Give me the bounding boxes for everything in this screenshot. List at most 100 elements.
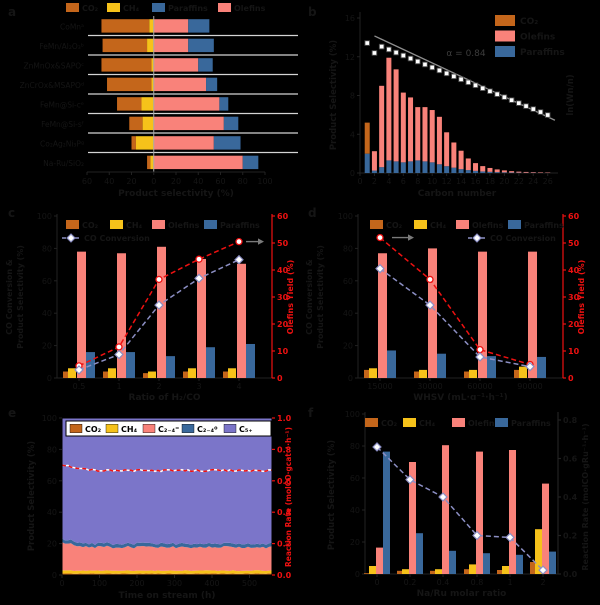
svg-text:20: 20 — [499, 177, 509, 186]
svg-text:60: 60 — [42, 277, 52, 286]
svg-text:80: 80 — [238, 177, 248, 186]
svg-text:80: 80 — [42, 244, 52, 253]
panel-a-letter: a — [8, 5, 17, 19]
svg-text:100: 100 — [37, 212, 52, 221]
y-axis-label: Product Selectivity (%) — [27, 441, 37, 551]
line-olefins-yield — [75, 238, 243, 370]
svg-text:60: 60 — [568, 212, 580, 221]
svg-text:22: 22 — [514, 177, 524, 186]
svg-text:30000: 30000 — [417, 382, 442, 391]
svg-text:40: 40 — [568, 266, 580, 275]
svg-text:40: 40 — [47, 508, 57, 517]
area-ch4 — [62, 570, 272, 574]
svg-text:40: 40 — [193, 177, 203, 186]
svg-text:80: 80 — [47, 445, 57, 454]
svg-text:40: 40 — [343, 309, 353, 318]
panel-d-letter: d — [308, 206, 317, 220]
panel-b-letter: b — [308, 5, 317, 19]
legend-label: Paraffins — [520, 48, 565, 58]
legend-label: Paraffins — [524, 221, 564, 230]
y2-axis: 0.0 0.2 0.4 0.6 0.8 — [558, 416, 578, 579]
legend-label: CO₂ — [520, 17, 538, 27]
category-label: Na-Ru/SiO₂ — [43, 159, 84, 168]
legend-label: Paraffins — [168, 4, 208, 13]
svg-text:2: 2 — [540, 578, 545, 587]
svg-text:40: 40 — [104, 177, 114, 186]
legend-label: Olefins — [234, 4, 266, 13]
svg-text:14: 14 — [456, 177, 466, 186]
svg-text:1: 1 — [116, 382, 121, 391]
legend-label: CH₄ — [126, 221, 143, 230]
svg-text:4: 4 — [236, 382, 241, 391]
svg-text:0.0: 0.0 — [563, 570, 578, 579]
svg-text:1: 1 — [507, 578, 512, 587]
category-label: ZnCrOx&MSAPOᵈ — [20, 81, 84, 90]
svg-text:3: 3 — [196, 382, 201, 391]
area-paraffins — [62, 538, 272, 549]
panel-f-letter: f — [308, 406, 314, 420]
x-axis: 60 40 20 0 20 40 60 80 100 — [82, 172, 273, 186]
svg-text:20: 20 — [568, 320, 580, 329]
svg-text:100: 100 — [42, 414, 57, 423]
svg-text:0.8: 0.8 — [471, 578, 484, 587]
legend: CO₂ CH₄ Olefins Paraffins CO Conversion — [62, 220, 260, 243]
svg-text:0.4: 0.4 — [437, 578, 450, 587]
bars — [364, 248, 546, 378]
svg-text:0: 0 — [374, 578, 379, 587]
svg-text:0.4: 0.4 — [563, 493, 578, 502]
svg-text:40: 40 — [277, 266, 289, 275]
y2-axis-label: Olefins Yield (%) — [577, 260, 586, 335]
category-label: Co₂Ag₂Ni₃Pᵍ — [40, 140, 84, 149]
svg-text:20: 20 — [171, 177, 181, 186]
svg-text:0: 0 — [151, 177, 156, 186]
svg-text:100: 100 — [345, 410, 360, 419]
y-axis-label: CO Conversion & — [5, 259, 14, 335]
svg-text:Product Selectivity (%): Product Selectivity (%) — [16, 245, 25, 349]
legend-label: CH₄ — [123, 4, 140, 13]
x-axis-label: WHSV (mL·g⁻¹·h⁻¹) — [413, 393, 507, 400]
x-axis-label: Time on stream (h) — [119, 591, 216, 601]
y-axis-label: CO Conversion & — [305, 259, 314, 335]
svg-text:80: 80 — [343, 244, 353, 253]
svg-text:6: 6 — [401, 177, 406, 186]
panel-e-letter: e — [8, 406, 17, 420]
svg-text:0.6: 0.6 — [277, 477, 292, 486]
area-olefins — [62, 542, 272, 572]
svg-text:0: 0 — [355, 570, 360, 579]
legend: CO₂ CH₄ Olefins Paraffins — [365, 418, 551, 428]
svg-text:20: 20 — [343, 342, 353, 351]
svg-text:0.8: 0.8 — [563, 416, 578, 425]
y-axis: 0 20 40 60 80 100 — [42, 414, 62, 580]
line-co-conversion — [375, 263, 535, 372]
legend-label: C₂₋₄⁼ — [158, 425, 179, 434]
svg-text:40: 40 — [42, 309, 52, 318]
legend-label: C₅₊ — [239, 425, 253, 434]
svg-text:300: 300 — [167, 579, 182, 588]
svg-text:0: 0 — [348, 374, 353, 383]
svg-text:50: 50 — [277, 239, 289, 248]
asf-alpha-annotation: α = 0.84 — [446, 49, 486, 59]
x-axis-label: Carbon number — [418, 189, 497, 199]
x-axis: 0.5 1 2 3 4 — [73, 378, 242, 391]
y2-axis: 0 10 20 30 40 50 60 — [272, 212, 289, 383]
svg-text:1.0: 1.0 — [277, 414, 292, 423]
legend-label: CO₂ — [85, 425, 102, 434]
legend-label: Olefins — [520, 33, 555, 43]
svg-text:12: 12 — [345, 53, 355, 62]
legend-label: Olefins — [472, 221, 504, 230]
y-axis-label: Product Selectivity (%) — [327, 440, 337, 550]
legend: CO₂ CH₄ Olefins Paraffins CO Conversion — [370, 220, 564, 243]
svg-text:20: 20 — [42, 342, 52, 351]
svg-text:20: 20 — [126, 177, 136, 186]
line-co-conversion — [74, 254, 244, 375]
svg-text:0: 0 — [59, 579, 64, 588]
svg-text:20: 20 — [350, 538, 360, 547]
svg-text:10: 10 — [277, 347, 289, 356]
y-axis: 0 20 40 60 80 100 — [338, 212, 358, 383]
area-c5plus — [62, 418, 272, 546]
svg-text:12: 12 — [442, 177, 452, 186]
x-axis: 0 0.2 0.4 0.8 1 2 — [374, 574, 546, 587]
svg-text:30: 30 — [568, 293, 580, 302]
legend: CO₂ Olefins Paraffins — [495, 15, 565, 58]
